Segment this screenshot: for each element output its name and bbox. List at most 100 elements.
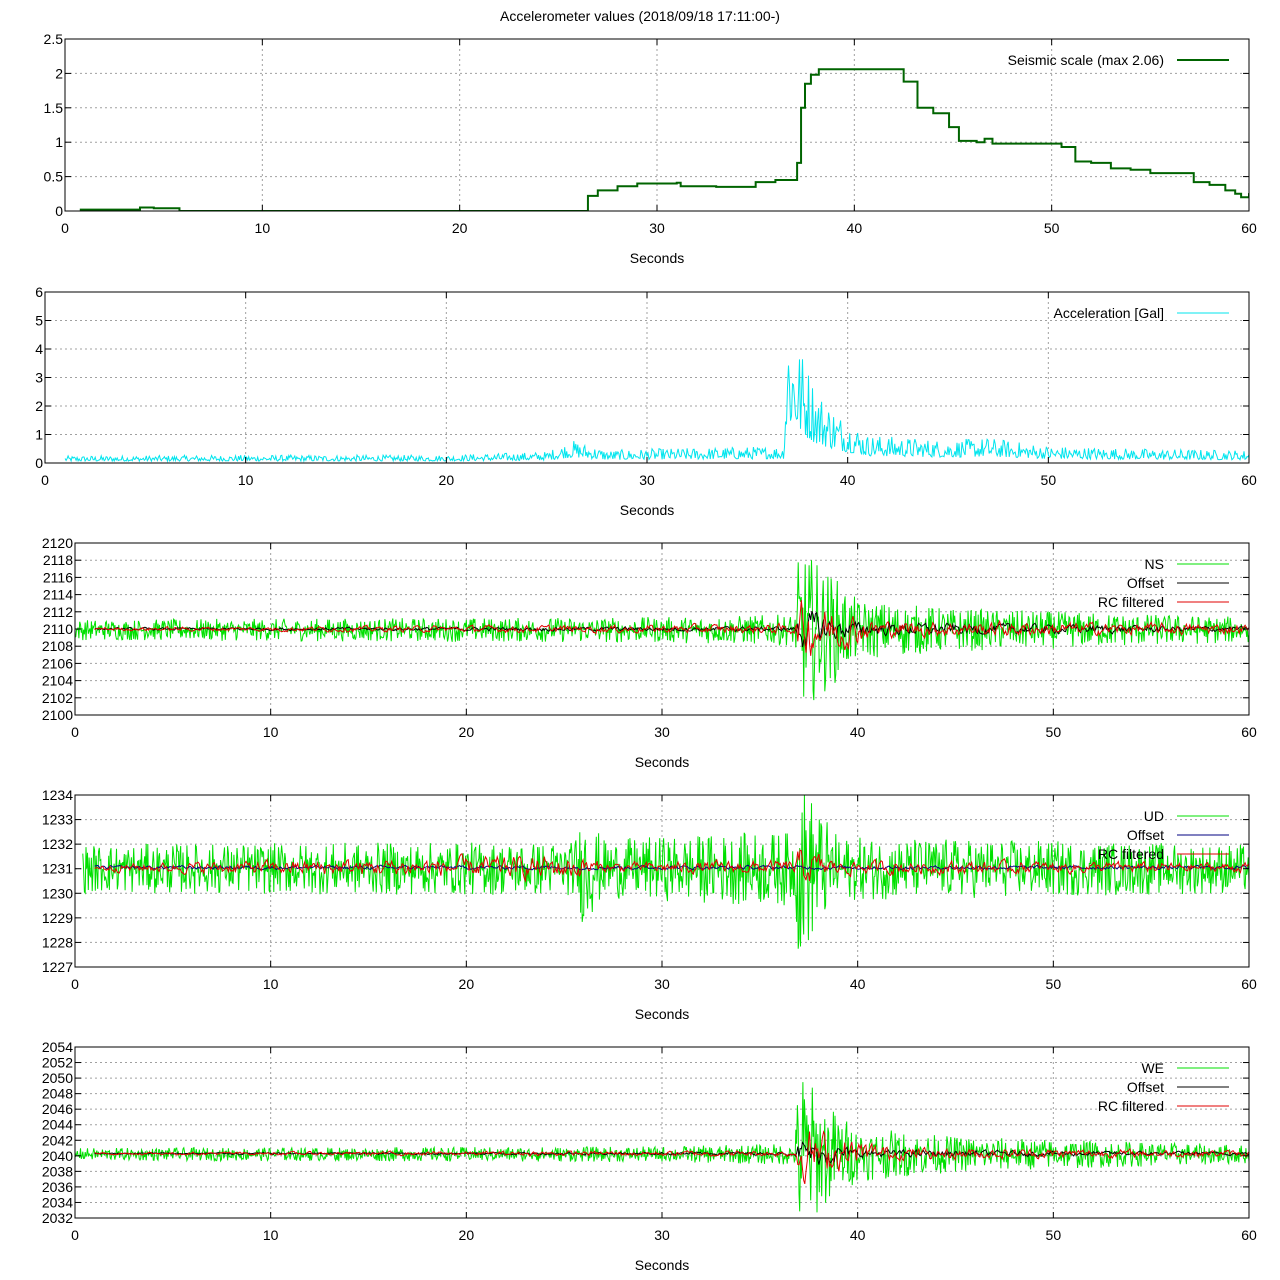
y-tick-label: 0 <box>35 455 43 471</box>
series-line-rc-filtered <box>94 600 1249 656</box>
y-tick-label: 2104 <box>42 673 73 689</box>
x-axis-label: Seconds <box>635 1257 689 1273</box>
x-axis-label: Seconds <box>620 502 674 518</box>
x-tick-label: 10 <box>238 472 254 488</box>
x-tick-label: 10 <box>255 220 271 236</box>
x-tick-label: 0 <box>71 1227 79 1243</box>
x-tick-label: 0 <box>61 220 69 236</box>
y-tick-label: 2054 <box>42 1039 73 1055</box>
x-tick-label: 60 <box>1241 724 1257 740</box>
y-tick-label: 2032 <box>42 1210 73 1226</box>
y-tick-label: 2034 <box>42 1194 73 1210</box>
y-tick-label: 2048 <box>42 1086 73 1102</box>
y-tick-label: 2100 <box>42 707 73 723</box>
x-tick-label: 10 <box>263 1227 279 1243</box>
chart-panel-2: 0 10 20 30 40 50 60 0 1 2 3 4 5 6 Seconds Acceleration … <box>35 284 1257 518</box>
y-tick-label: 2038 <box>42 1163 73 1179</box>
x-tick-label: 60 <box>1241 976 1257 992</box>
x-tick-label: 20 <box>459 724 475 740</box>
legend-label: Offset <box>1127 575 1164 591</box>
y-tick-label: 2044 <box>42 1117 73 1133</box>
y-tick-label: 2102 <box>42 690 73 706</box>
x-tick-label: 0 <box>41 472 49 488</box>
x-tick-label: 40 <box>847 220 863 236</box>
series-group <box>82 795 1249 949</box>
x-axis-label: Seconds <box>635 754 689 770</box>
y-tick-label: 2108 <box>42 638 73 654</box>
x-tick-label: 60 <box>1241 220 1257 236</box>
y-tick-label: 1230 <box>42 885 73 901</box>
y-tick-label: 2050 <box>42 1070 73 1086</box>
y-tick-label: 2112 <box>43 604 73 620</box>
chart-panel-1: 0 10 20 30 40 50 60 0 0.5 1 1.5 2 2.5 Seconds Seismic … <box>44 31 1257 266</box>
y-tick-label: 0 <box>55 203 63 219</box>
x-tick-label: 40 <box>850 1227 866 1243</box>
x-tick-label: 40 <box>840 472 856 488</box>
legend-label: Acceleration [Gal] <box>1054 305 1165 321</box>
x-tick-label: 50 <box>1046 976 1062 992</box>
legend-label: Offset <box>1127 827 1164 843</box>
chart-panel-3: 0 10 20 30 40 50 60210021022104210621082110211… <box>42 535 1257 770</box>
y-tick-label: 6 <box>35 284 43 300</box>
series-line-raw <box>75 560 1249 701</box>
series-line-raw <box>82 795 1249 949</box>
y-tick-label: 1 <box>35 427 43 443</box>
series-line-acceleration <box>64 359 1249 463</box>
y-tick-label: 2052 <box>42 1055 73 1071</box>
series-group <box>64 359 1249 463</box>
y-tick-label: 2046 <box>42 1101 73 1117</box>
y-tick-label: 2116 <box>43 569 73 585</box>
y-tick-label: 2110 <box>43 621 73 637</box>
x-tick-label: 50 <box>1041 472 1057 488</box>
x-tick-label: 30 <box>654 724 670 740</box>
x-tick-label: 40 <box>850 976 866 992</box>
y-tick-label: 1 <box>55 134 63 150</box>
y-tick-label: 2 <box>35 398 43 414</box>
x-tick-label: 20 <box>452 220 468 236</box>
y-tick-label: 1227 <box>42 959 73 975</box>
y-tick-label: 1234 <box>42 787 73 803</box>
y-tick-label: 1.5 <box>44 100 64 116</box>
x-tick-label: 50 <box>1044 220 1060 236</box>
legend-label: UD <box>1144 808 1164 824</box>
y-tick-label: 2 <box>55 65 63 81</box>
series-group <box>75 560 1249 701</box>
y-tick-label: 0.5 <box>44 169 64 185</box>
y-tick-label: 1231 <box>42 861 73 877</box>
series-line-rc-filtered <box>94 1130 1249 1185</box>
y-tick-label: 2120 <box>42 535 73 551</box>
x-tick-label: 30 <box>654 1227 670 1243</box>
legend-label: RC filtered <box>1098 1098 1164 1114</box>
y-tick-label: 5 <box>35 313 43 329</box>
x-tick-label: 60 <box>1241 1227 1257 1243</box>
legend-label: RC filtered <box>1098 594 1164 610</box>
y-tick-label: 2036 <box>42 1179 73 1195</box>
y-tick-label: 2114 <box>43 587 73 603</box>
x-tick-label: 50 <box>1046 724 1062 740</box>
x-tick-label: 30 <box>654 976 670 992</box>
x-tick-label: 10 <box>263 724 279 740</box>
x-tick-label: 30 <box>639 472 655 488</box>
legend-label: WE <box>1141 1060 1164 1076</box>
y-tick-label: 2040 <box>42 1148 73 1164</box>
legend-label: NS <box>1145 556 1164 572</box>
x-tick-label: 20 <box>459 976 475 992</box>
x-axis-label: Seconds <box>630 250 684 266</box>
x-tick-label: 40 <box>850 724 866 740</box>
chart-panel-4: 0 10 20 30 40 50 60 1227 1228 1229 1230 1231 1232 123… <box>42 787 1257 1022</box>
series-group <box>79 68 1249 211</box>
y-tick-label: 2118 <box>43 552 73 568</box>
legend-label: Offset <box>1127 1079 1164 1095</box>
series-group <box>75 1082 1249 1213</box>
x-tick-label: 20 <box>459 1227 475 1243</box>
y-tick-label: 1233 <box>42 812 73 828</box>
y-tick-label: 1228 <box>42 934 73 950</box>
x-axis-label: Seconds <box>635 1006 689 1022</box>
x-tick-label: 10 <box>263 976 279 992</box>
legend-label: Seismic scale (max 2.06) <box>1008 52 1164 68</box>
y-tick-label: 1229 <box>42 910 73 926</box>
y-tick-label: 2042 <box>42 1132 73 1148</box>
x-tick-label: 30 <box>649 220 665 236</box>
y-tick-label: 2.5 <box>44 31 64 47</box>
